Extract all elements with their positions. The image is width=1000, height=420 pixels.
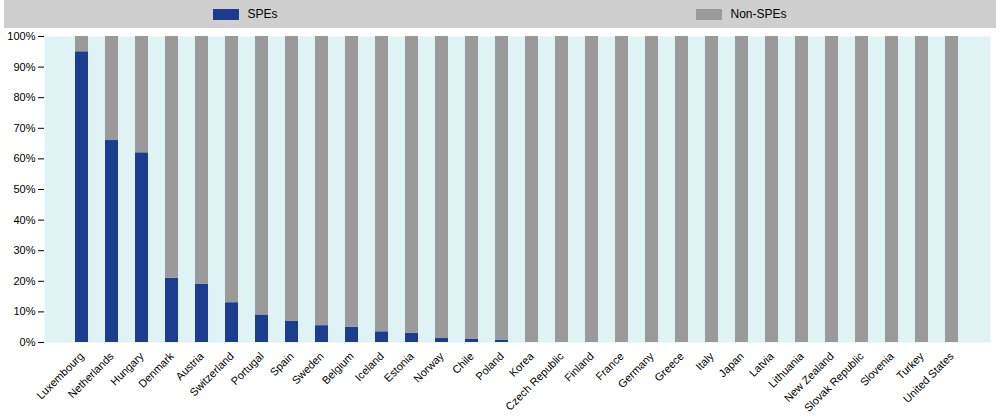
svg-text:Turkey: Turkey (893, 349, 926, 382)
svg-text:70%: 70% (13, 122, 35, 134)
svg-text:Norway: Norway (411, 349, 446, 384)
svg-text:Germany: Germany (615, 349, 656, 390)
svg-text:Spain: Spain (268, 350, 296, 378)
svg-text:60%: 60% (13, 152, 35, 164)
svg-text:50%: 50% (13, 183, 35, 195)
svg-text:90%: 90% (13, 61, 35, 73)
svg-text:Greece: Greece (652, 350, 686, 384)
svg-text:Austria: Austria (173, 349, 206, 383)
svg-text:Netherlands: Netherlands (65, 349, 116, 400)
svg-text:Sweden: Sweden (289, 350, 326, 387)
svg-text:Hungary: Hungary (108, 349, 146, 388)
html-text:SPEs: SPEs (247, 7, 278, 21)
html-text:Non-SPEs: Non-SPEs (730, 7, 787, 21)
svg-text:Belgium: Belgium (319, 350, 356, 387)
svg-text:Finland: Finland (562, 350, 596, 384)
svg-text:0%: 0% (20, 336, 36, 348)
svg-text:Iceland: Iceland (352, 350, 386, 384)
svg-text:Portugal: Portugal (228, 350, 265, 387)
svg-text:Lithuania: Lithuania (765, 349, 806, 390)
svg-text:New Zealand: New Zealand (781, 349, 836, 405)
svg-text:80%: 80% (13, 91, 35, 103)
svg-text:United States: United States (901, 349, 957, 405)
svg-text:Latvia: Latvia (746, 349, 776, 379)
svg-text:Italy: Italy (693, 349, 716, 372)
svg-text:Denmark: Denmark (136, 349, 176, 389)
svg-text:Poland: Poland (473, 350, 506, 383)
svg-text:20%: 20% (13, 275, 35, 287)
svg-text:France: France (593, 349, 626, 383)
svg-text:Slovak Republic: Slovak Republic (802, 349, 867, 414)
svg-text:Slovenia: Slovenia (858, 349, 897, 388)
svg-text:Estonia: Estonia (381, 349, 416, 384)
svg-text:100%: 100% (7, 30, 35, 42)
svg-text:Czech Republic: Czech Republic (503, 349, 566, 412)
svg-text:Chile: Chile (450, 350, 476, 376)
svg-text:10%: 10% (13, 305, 35, 317)
svg-text:40%: 40% (13, 214, 35, 226)
svg-text:Switzerland: Switzerland (187, 350, 236, 399)
svg-text:Korea: Korea (506, 349, 536, 379)
svg-text:30%: 30% (13, 244, 35, 256)
svg-text:Luxembourg: Luxembourg (34, 349, 86, 402)
svg-text:Japan: Japan (716, 350, 746, 380)
